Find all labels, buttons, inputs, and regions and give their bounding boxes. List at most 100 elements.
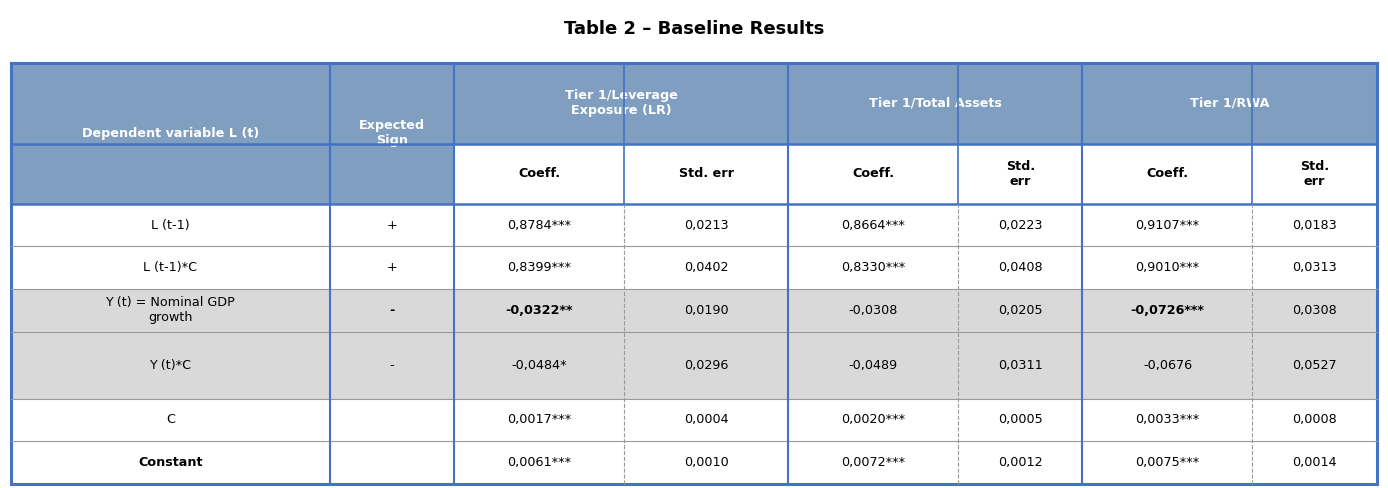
Text: 0,0020***: 0,0020*** — [841, 413, 905, 427]
Bar — [788, 331, 958, 399]
Bar — [625, 331, 788, 399]
Bar — [11, 331, 330, 399]
Bar — [625, 289, 788, 331]
Bar — [1252, 204, 1377, 246]
Bar — [454, 441, 625, 484]
Text: 0,0033***: 0,0033*** — [1135, 413, 1199, 427]
Bar — [330, 289, 454, 331]
Bar — [330, 441, 454, 484]
Bar — [1083, 289, 1252, 331]
Bar — [330, 246, 454, 289]
Text: 0,0061***: 0,0061*** — [507, 456, 572, 469]
Bar — [454, 246, 625, 289]
Text: 0,0008: 0,0008 — [1292, 413, 1337, 427]
Bar — [454, 144, 625, 204]
Bar — [958, 399, 1083, 441]
Bar — [625, 246, 788, 289]
Bar — [958, 441, 1083, 484]
Bar — [625, 399, 788, 441]
Text: -0,0322**: -0,0322** — [505, 304, 573, 317]
Text: 0,9107***: 0,9107*** — [1135, 219, 1199, 232]
Text: 0,0004: 0,0004 — [684, 413, 729, 427]
Bar — [454, 204, 625, 246]
Text: 0,0005: 0,0005 — [998, 413, 1042, 427]
Bar — [330, 204, 454, 246]
Text: Y (t)*C: Y (t)*C — [150, 359, 192, 371]
Text: Tier 1/Leverage
Exposure (LR): Tier 1/Leverage Exposure (LR) — [565, 89, 677, 117]
Text: Tier 1/Total Assets: Tier 1/Total Assets — [869, 97, 1002, 110]
Bar — [11, 399, 330, 441]
Text: Constant: Constant — [139, 456, 203, 469]
Bar — [11, 204, 330, 246]
Bar — [788, 289, 958, 331]
Text: -: - — [389, 304, 394, 317]
Bar — [11, 441, 330, 484]
Text: 0,0183: 0,0183 — [1292, 219, 1337, 232]
Text: 0,8664***: 0,8664*** — [841, 219, 905, 232]
Text: +: + — [387, 219, 397, 232]
Bar — [1252, 246, 1377, 289]
Text: 0,9010***: 0,9010*** — [1135, 261, 1199, 274]
Text: Expected
Sign: Expected Sign — [359, 120, 425, 147]
Text: 0,0190: 0,0190 — [684, 304, 729, 317]
Text: 0,0313: 0,0313 — [1292, 261, 1337, 274]
Text: 0,0010: 0,0010 — [684, 456, 729, 469]
Text: 0,0014: 0,0014 — [1292, 456, 1337, 469]
Bar — [958, 144, 1083, 204]
Bar — [958, 331, 1083, 399]
Text: Std. err: Std. err — [679, 167, 734, 181]
Text: 0,0308: 0,0308 — [1292, 304, 1337, 317]
Text: 0,0213: 0,0213 — [684, 219, 729, 232]
Bar — [625, 204, 788, 246]
Text: Coeff.: Coeff. — [852, 167, 894, 181]
Text: -0,0676: -0,0676 — [1142, 359, 1192, 371]
Bar — [1083, 144, 1252, 204]
Bar — [1252, 399, 1377, 441]
Bar — [454, 331, 625, 399]
Bar — [454, 63, 788, 144]
Text: +: + — [387, 261, 397, 274]
Text: -0,0489: -0,0489 — [848, 359, 898, 371]
Text: -: - — [390, 359, 394, 371]
Bar — [625, 144, 788, 204]
Text: Std.
err: Std. err — [1301, 160, 1330, 188]
Text: Tier 1/RWA: Tier 1/RWA — [1190, 97, 1270, 110]
Bar — [958, 204, 1083, 246]
Bar — [1252, 289, 1377, 331]
Text: C: C — [167, 413, 175, 427]
Text: -0,0726***: -0,0726*** — [1131, 304, 1205, 317]
Bar — [788, 441, 958, 484]
Bar — [1252, 331, 1377, 399]
Bar — [1083, 399, 1252, 441]
Bar — [788, 246, 958, 289]
Bar — [330, 399, 454, 441]
Text: 0,0311: 0,0311 — [998, 359, 1042, 371]
Text: -0,0484*: -0,0484* — [511, 359, 568, 371]
Text: 0,0072***: 0,0072*** — [841, 456, 905, 469]
Text: 0,0223: 0,0223 — [998, 219, 1042, 232]
Bar — [11, 289, 330, 331]
Text: 0,8330***: 0,8330*** — [841, 261, 905, 274]
Text: Y (t) = Nominal GDP
growth: Y (t) = Nominal GDP growth — [105, 296, 236, 325]
Bar — [1252, 144, 1377, 204]
Bar — [1083, 441, 1252, 484]
Text: 0,0296: 0,0296 — [684, 359, 729, 371]
Bar — [958, 289, 1083, 331]
Text: L (t-1): L (t-1) — [151, 219, 190, 232]
Text: 0,0527: 0,0527 — [1292, 359, 1337, 371]
Text: Coeff.: Coeff. — [518, 167, 561, 181]
Bar — [330, 63, 454, 204]
Text: Std.
err: Std. err — [1006, 160, 1035, 188]
Text: 0,0012: 0,0012 — [998, 456, 1042, 469]
Text: Dependent variable L (t): Dependent variable L (t) — [82, 127, 260, 140]
Bar — [1083, 246, 1252, 289]
Text: -0,0308: -0,0308 — [848, 304, 898, 317]
Text: 0,0205: 0,0205 — [998, 304, 1042, 317]
Bar — [1083, 63, 1377, 144]
Bar — [958, 246, 1083, 289]
Text: 0,8399***: 0,8399*** — [507, 261, 572, 274]
Bar — [1083, 204, 1252, 246]
Bar — [788, 204, 958, 246]
Bar — [1083, 331, 1252, 399]
Text: 0,0408: 0,0408 — [998, 261, 1042, 274]
